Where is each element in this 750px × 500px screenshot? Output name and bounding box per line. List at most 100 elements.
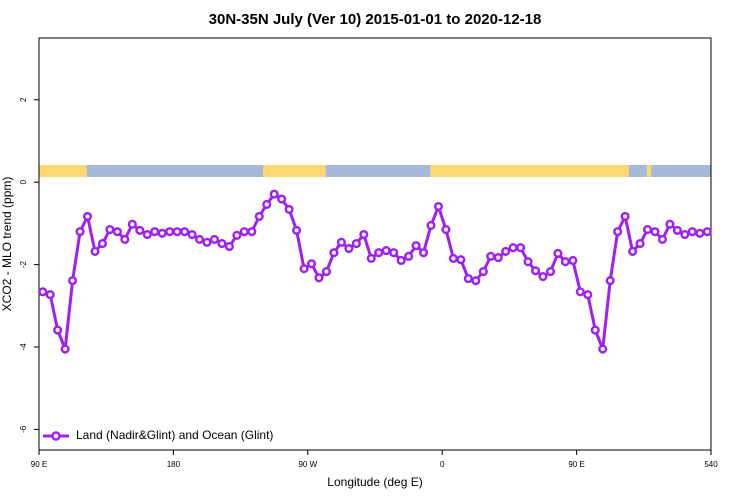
data-point bbox=[642, 225, 653, 235]
data-point bbox=[463, 274, 473, 284]
legend-marker bbox=[51, 431, 61, 441]
data-point bbox=[545, 267, 556, 277]
data-point bbox=[120, 234, 130, 245]
series-line bbox=[42, 192, 708, 350]
data-point bbox=[605, 276, 615, 286]
data-point bbox=[232, 230, 242, 240]
data-point bbox=[224, 241, 234, 252]
data-point bbox=[269, 189, 279, 199]
data-point bbox=[180, 227, 190, 237]
data-point bbox=[426, 220, 436, 231]
data-point bbox=[105, 225, 115, 235]
x-tick-label: 90 E bbox=[31, 460, 47, 469]
data-point bbox=[628, 246, 638, 256]
x-tick-label: 90 W bbox=[298, 460, 317, 469]
data-point bbox=[314, 273, 324, 283]
plot-frame bbox=[38, 37, 712, 451]
data-point bbox=[583, 290, 593, 300]
data-point bbox=[523, 257, 533, 267]
data-point bbox=[389, 248, 399, 258]
data-point bbox=[209, 234, 220, 245]
y-tick-label: 2 bbox=[19, 97, 28, 102]
data-point bbox=[404, 251, 414, 261]
data-point bbox=[598, 344, 608, 354]
data-point bbox=[45, 290, 55, 300]
data-point bbox=[635, 239, 645, 249]
data-point bbox=[516, 243, 526, 253]
data-point bbox=[411, 241, 421, 251]
y-tick-label: -4 bbox=[19, 343, 28, 351]
data-point bbox=[418, 248, 429, 258]
land-strip bbox=[39, 165, 87, 177]
data-point bbox=[90, 246, 100, 256]
data-point bbox=[53, 325, 63, 335]
data-point bbox=[336, 237, 346, 247]
data-point bbox=[590, 325, 600, 335]
data-point bbox=[351, 239, 361, 249]
data-point bbox=[456, 255, 466, 265]
data-point bbox=[695, 228, 705, 238]
data-point bbox=[680, 229, 690, 240]
data-point bbox=[650, 227, 660, 237]
data-point bbox=[493, 253, 503, 263]
data-point bbox=[702, 227, 712, 237]
data-point bbox=[657, 234, 668, 245]
data-point bbox=[687, 227, 697, 237]
data-point bbox=[560, 257, 570, 267]
data-point bbox=[112, 227, 122, 237]
data-point bbox=[247, 227, 257, 237]
data-point bbox=[127, 219, 137, 229]
data-point bbox=[172, 227, 182, 237]
data-point bbox=[344, 243, 354, 254]
x-axis-label: Longitude (deg E) bbox=[327, 475, 422, 489]
data-point bbox=[60, 344, 70, 354]
data-point bbox=[381, 246, 391, 256]
data-point bbox=[321, 267, 332, 277]
data-point bbox=[613, 227, 623, 237]
data-point bbox=[366, 253, 376, 263]
data-point bbox=[135, 225, 145, 235]
data-point bbox=[292, 225, 302, 235]
data-point bbox=[620, 211, 630, 221]
y-axis-label: XCO2 - MLO trend (ppm) bbox=[0, 177, 14, 312]
data-point bbox=[97, 239, 108, 249]
y-tick-label: 0 bbox=[19, 179, 28, 184]
data-point bbox=[672, 225, 682, 235]
data-point bbox=[433, 201, 444, 212]
x-tick-label: 0 bbox=[440, 460, 445, 469]
data-point bbox=[217, 239, 227, 249]
data-point bbox=[374, 248, 384, 258]
data-point bbox=[501, 246, 511, 256]
chart-title: 30N-35N July (Ver 10) 2015-01-01 to 2020… bbox=[209, 11, 542, 28]
data-point bbox=[553, 248, 563, 259]
data-point bbox=[38, 287, 48, 297]
data-point bbox=[82, 211, 93, 221]
data-point bbox=[530, 266, 541, 276]
data-point bbox=[359, 229, 369, 240]
data-point bbox=[150, 227, 160, 237]
data-point bbox=[575, 287, 585, 297]
data-point bbox=[508, 243, 518, 253]
data-point bbox=[254, 211, 264, 221]
data-point bbox=[202, 237, 212, 247]
data-point bbox=[284, 204, 294, 214]
data-point bbox=[665, 219, 675, 229]
data-point bbox=[157, 228, 167, 238]
x-tick-label: 90 E bbox=[568, 460, 584, 469]
data-point bbox=[194, 234, 205, 245]
data-point bbox=[142, 229, 152, 240]
data-point bbox=[277, 194, 287, 204]
y-tick-label: -2 bbox=[19, 260, 28, 268]
data-point bbox=[165, 227, 175, 237]
data-point bbox=[75, 227, 85, 237]
data-point bbox=[299, 264, 309, 274]
land-strip bbox=[646, 165, 652, 177]
data-point bbox=[262, 199, 272, 209]
data-point bbox=[486, 251, 496, 261]
x-tick-label: 180 bbox=[167, 460, 181, 469]
data-point bbox=[478, 267, 488, 277]
data-point bbox=[239, 227, 249, 237]
data-point bbox=[396, 255, 406, 266]
land-strip bbox=[263, 165, 326, 177]
